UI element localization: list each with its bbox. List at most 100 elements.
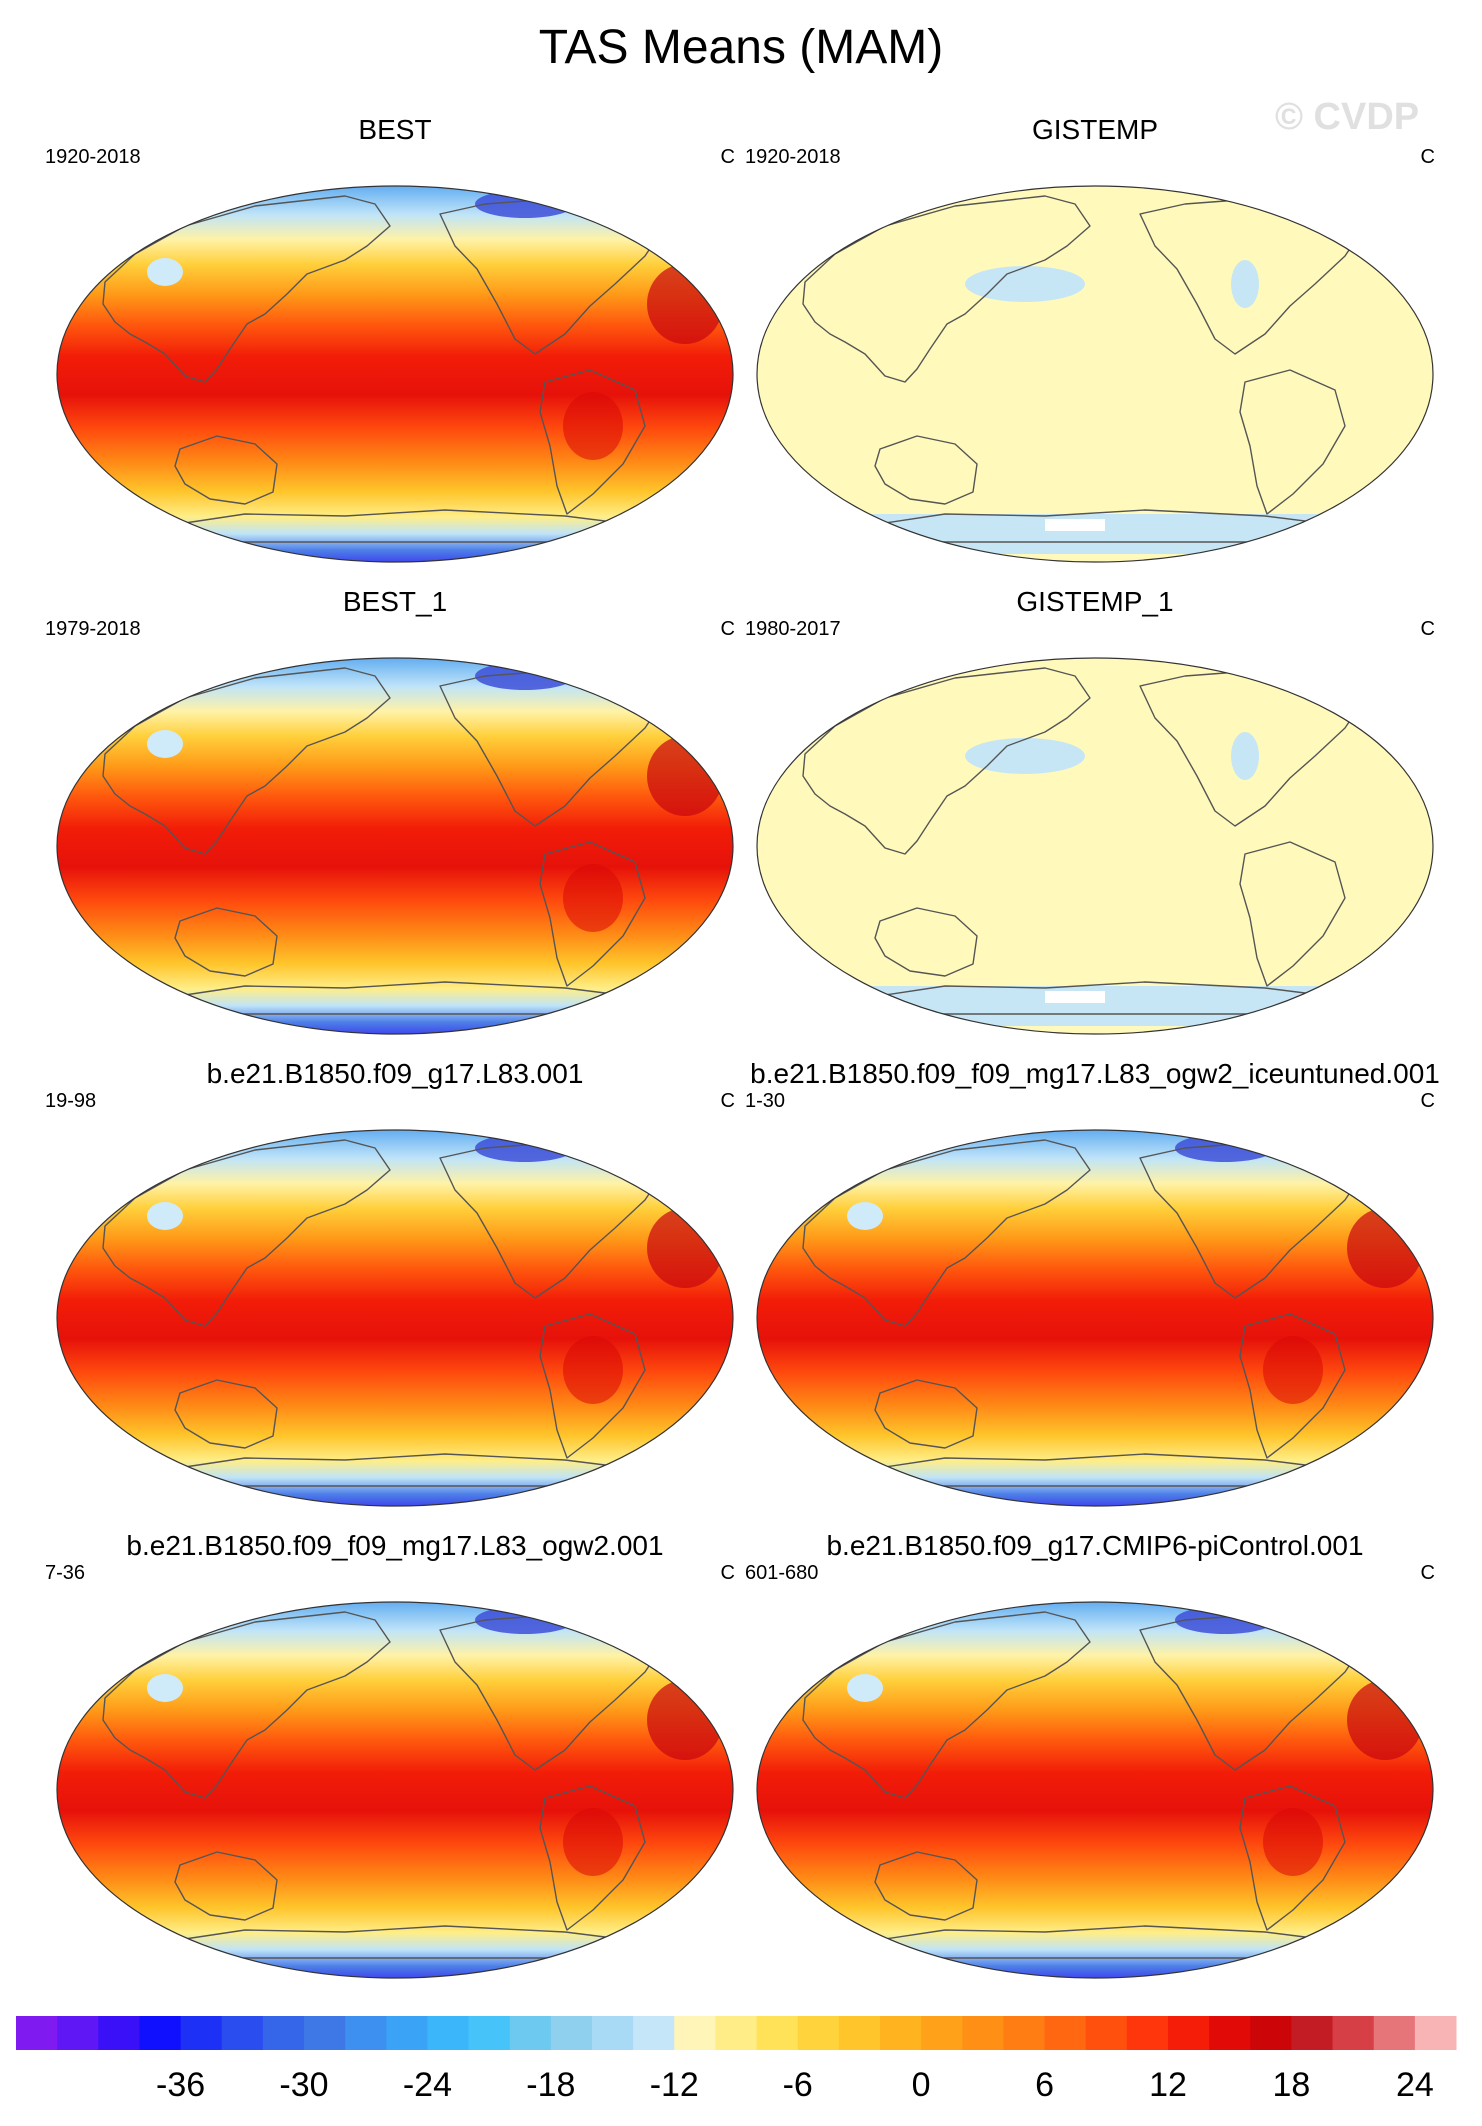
coastline: [1239, 1785, 1346, 1931]
coastline: [174, 1379, 278, 1449]
panel-period: 7-36: [45, 1562, 86, 1584]
coastline: [802, 1611, 1091, 1799]
global-temperature-map: [56, 1129, 734, 1528]
colorbar-swatch: [1085, 2016, 1128, 2050]
coastline: [102, 195, 391, 383]
map-boundary: [56, 657, 734, 1035]
map-boundary: [756, 1129, 1434, 1507]
coastline: [539, 369, 646, 515]
global-temperature-map: [756, 185, 1434, 563]
colorbar-swatch: [221, 2016, 264, 2050]
tibet-cold-spot: [847, 1202, 883, 1230]
tibet-cold-spot: [147, 1202, 183, 1230]
temperature-field: [57, 1602, 733, 1978]
colorbar-swatch: [797, 2016, 840, 2050]
coastline: [834, 1453, 1356, 1487]
temperature-field: [757, 1130, 1433, 1506]
coastline: [174, 1851, 278, 1921]
panel-period: 1979-2018: [45, 618, 141, 640]
data-coverage-patch: [965, 266, 1085, 302]
hot-spot: [1263, 1808, 1323, 1876]
tibet-cold-spot: [147, 1674, 183, 1702]
colorbar-tick-label: -30: [279, 2066, 328, 2104]
coastline: [134, 1453, 656, 1487]
colorbar-swatch: [16, 2016, 58, 2050]
coastline: [874, 907, 978, 977]
hot-spot: [647, 736, 723, 816]
temperature-field: [57, 186, 733, 562]
temperature-field: [757, 1602, 1433, 1978]
coastline: [834, 1925, 1356, 1959]
coastline: [1239, 369, 1346, 515]
panel-title: b.e21.B1850.f09_f09_mg17.L83_ogw2_iceunt…: [750, 1058, 1440, 1089]
tibet-cold-spot: [847, 1674, 883, 1702]
panel-title: b.e21.B1850.f09_f09_mg17.L83_ogw2.001: [126, 1530, 664, 1561]
panel-title: b.e21.B1850.f09_g17.CMIP6-piControl.001: [826, 1530, 1364, 1561]
colorbar-tick-label: 0: [912, 2066, 931, 2104]
antarctic-cold-field: [105, 1506, 685, 1528]
colorbar-swatch: [1332, 2016, 1375, 2050]
coastline: [102, 667, 391, 855]
antarctic-cold-field: [805, 1506, 1385, 1528]
coastline: [802, 1139, 1091, 1327]
coastline: [802, 667, 1091, 855]
coastline: [1239, 841, 1346, 987]
colorbar-tick-label: 24: [1396, 2066, 1434, 2104]
hot-spot: [647, 264, 723, 344]
colorbar-swatch: [921, 2016, 963, 2050]
hot-spot: [1347, 1208, 1423, 1288]
hot-spot: [563, 864, 623, 932]
colorbar-swatch: [838, 2016, 881, 2050]
colorbar-swatch: [139, 2016, 182, 2050]
coastline: [174, 435, 278, 505]
temperature-field: [57, 1130, 733, 1506]
colorbar-tick-label: 6: [1035, 2066, 1054, 2104]
map-panel-gistemp-1: GISTEMP_1 1980-2017 C: [745, 586, 1445, 1056]
hot-spot: [563, 392, 623, 460]
panel-title: BEST: [358, 114, 432, 145]
map-panel-ogw2: b.e21.B1850.f09_f09_mg17.L83_ogw2.001 7-…: [45, 1530, 745, 2000]
map-panel-ogw2-iceuntuned: b.e21.B1850.f09_f09_mg17.L83_ogw2_iceunt…: [745, 1058, 1445, 1528]
map-boundary: [756, 1601, 1434, 1979]
colorbar-swatch: [550, 2016, 593, 2050]
colorbar-swatch: [1003, 2016, 1046, 2050]
coastline: [134, 981, 656, 1015]
hot-spot: [647, 1208, 723, 1288]
global-temperature-map: [756, 1601, 1434, 2000]
colorbar-swatch: [427, 2016, 470, 2050]
antarctic-cold-field: [105, 562, 685, 584]
colorbar-swatch: [345, 2016, 387, 2050]
antarctic-cold-field: [105, 1034, 685, 1056]
colorbar-swatch: [756, 2016, 799, 2050]
global-temperature-map: [56, 657, 734, 1056]
coastline: [874, 435, 978, 505]
map-boundary: [756, 185, 1434, 563]
colorbar-swatch: [304, 2016, 346, 2050]
coastline: [102, 1611, 391, 1799]
hot-spot: [563, 1336, 623, 1404]
colorbar-swatch: [262, 2016, 305, 2050]
colorbar-swatch: [1168, 2016, 1210, 2050]
map-panel-best: BEST 1920-2018 C: [45, 114, 745, 584]
global-temperature-map: [56, 1601, 734, 2000]
colorbar-swatch: [180, 2016, 223, 2050]
antarctic-cold-field: [805, 1978, 1385, 2000]
hot-spot: [1263, 1336, 1323, 1404]
colorbar-tick-label: 18: [1273, 2066, 1311, 2104]
no-data-patch: [1045, 519, 1105, 531]
map-boundary: [56, 185, 734, 563]
panel-unit: C: [1420, 618, 1435, 640]
tibet-cold-spot: [147, 730, 183, 758]
colorbar-swatch: [962, 2016, 1004, 2050]
map-boundary: [56, 1601, 734, 1979]
hot-spot: [563, 1808, 623, 1876]
colorbar-tick-label: -18: [526, 2066, 575, 2104]
colorbar-swatch: [633, 2016, 675, 2050]
coastline: [802, 195, 1091, 383]
panel-unit: C: [720, 146, 735, 168]
map-boundary: [56, 1129, 734, 1507]
global-temperature-map: [756, 657, 1434, 1035]
coastline: [102, 1139, 391, 1327]
colorbar-swatch: [1414, 2016, 1457, 2050]
antarctic-cold-field: [105, 1978, 685, 2000]
